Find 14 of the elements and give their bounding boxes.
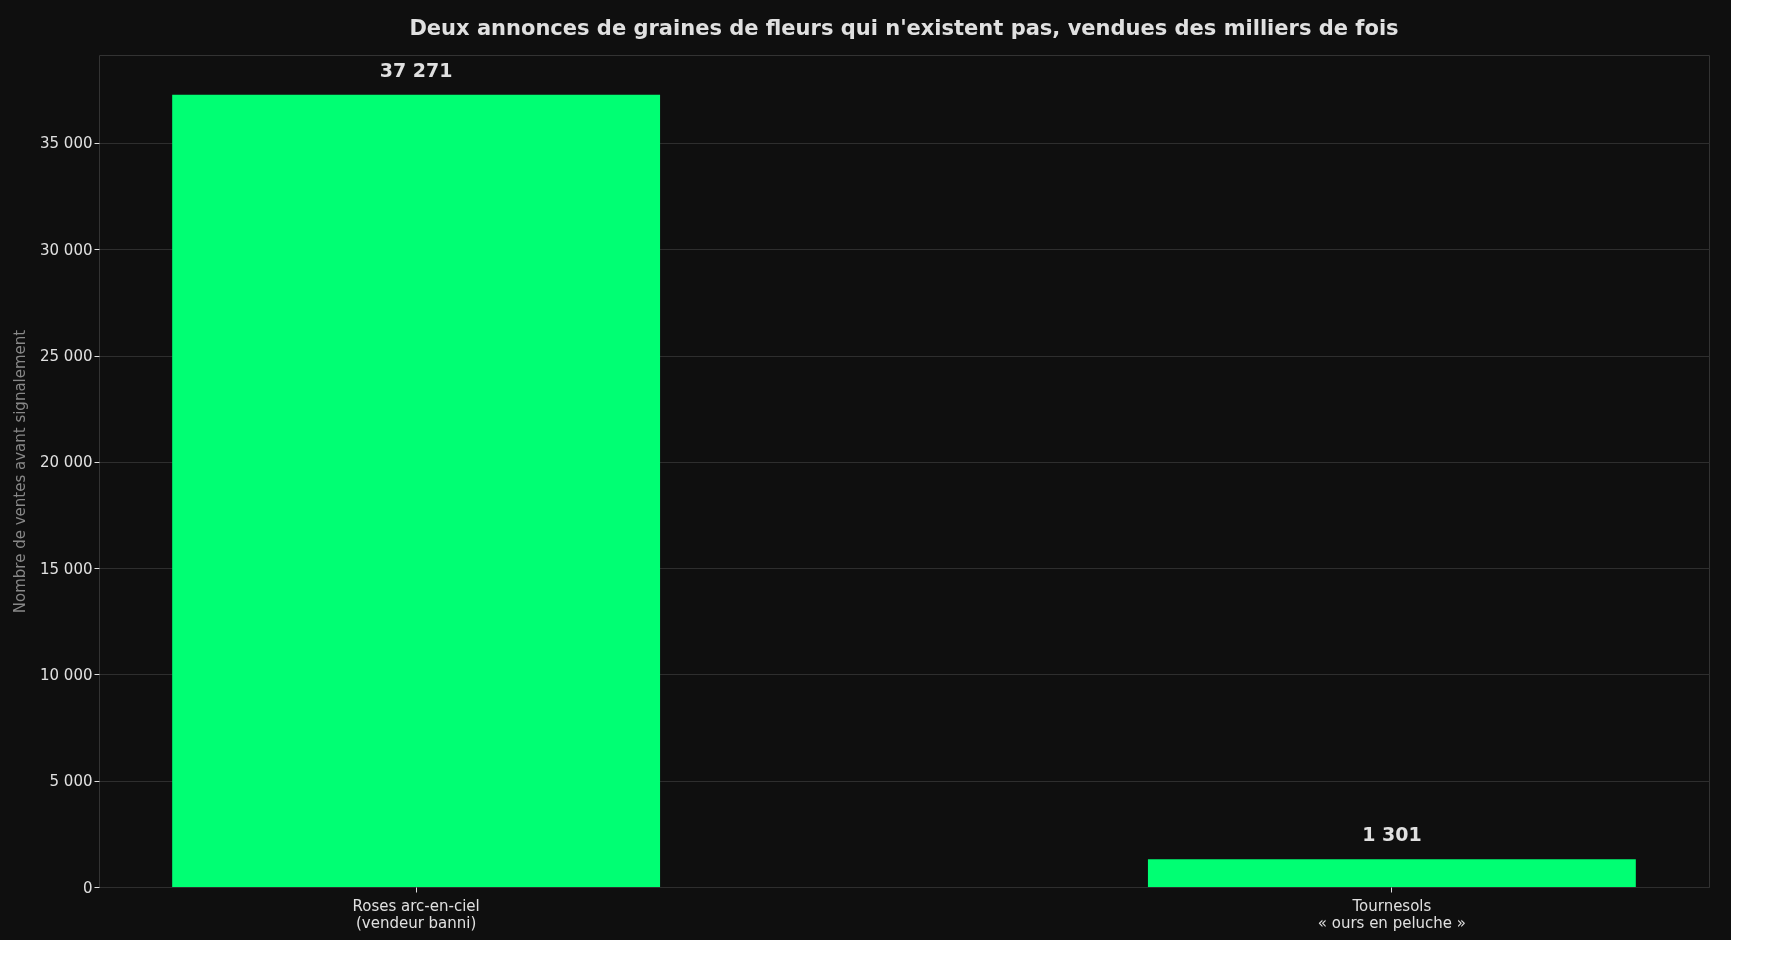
y-tick-label: 20 000 xyxy=(40,453,93,472)
y-tick-label: 15 000 xyxy=(40,559,93,578)
y-tick-label: 35 000 xyxy=(40,134,93,153)
y-tick-label: 10 000 xyxy=(40,665,93,684)
y-tick-label: 0 xyxy=(82,878,93,897)
y-tick-label: 30 000 xyxy=(40,240,93,259)
y-axis-title: Nombre de ventes avant signalement xyxy=(11,329,30,614)
x-tick-label: Roses arc-en-ciel (vendeur banni) xyxy=(352,896,480,932)
x-tick-label: Tournesols « ours en peluche » xyxy=(1317,896,1466,932)
data-label: 37 271 xyxy=(379,58,453,81)
y-tick-label: 5 000 xyxy=(49,772,93,791)
y-tick-label: 25 000 xyxy=(40,347,93,366)
data-label: 1 301 xyxy=(1362,823,1422,846)
chart-title: Deux annonces de graines de fleurs qui n'existent pas, vendues des milliers de fois xyxy=(409,16,1399,40)
